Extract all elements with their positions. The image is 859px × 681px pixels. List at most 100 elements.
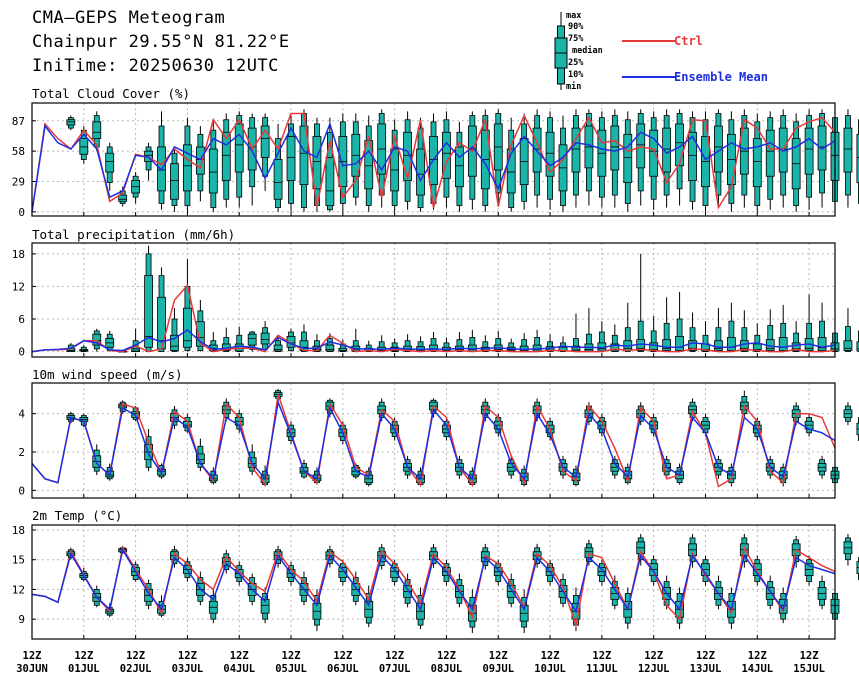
box-plot-54 (726, 302, 736, 352)
x-tick-hour: 12Z (126, 650, 145, 662)
panel-frame (31, 242, 836, 358)
box-plot-26 (364, 115, 374, 212)
panel-frame (31, 524, 836, 640)
box-inner (92, 333, 102, 346)
ctrl-legend-label: Ctrl (674, 34, 703, 48)
panel-wind: 0 2 4 (18, 382, 859, 499)
line-legend-swatches (622, 40, 676, 78)
ensemble-mean-line (31, 547, 836, 614)
panel-frame (31, 102, 836, 217)
x-tick-date: 10JUL (534, 663, 566, 675)
x-tick-date: 11JUL (586, 663, 618, 675)
legend-label-10pct: 10% (568, 70, 584, 80)
box-plot-28 (390, 119, 400, 212)
x-tick-date: 03JUL (172, 663, 204, 675)
box-inner (791, 342, 801, 352)
box-inner (752, 138, 762, 188)
x-tick-date: 07JUL (379, 663, 411, 675)
box-inner (183, 144, 192, 192)
box-plot-53 (714, 308, 723, 352)
box-inner (170, 334, 179, 351)
box-plot-4 (79, 345, 89, 352)
box-plot-32 (442, 111, 451, 208)
x-tick-date: 09JUL (482, 663, 514, 675)
box-plot-33 (455, 121, 464, 212)
box-plot-45 (610, 324, 620, 352)
box-inner (571, 127, 581, 173)
box-plot-61 (817, 575, 827, 610)
x-tick-hour: 12Z (800, 650, 819, 662)
ensemble-mean-line (31, 121, 836, 212)
box-plot-58 (778, 109, 788, 208)
location-label: Chainpur 29.55°N 81.22°E (32, 32, 290, 52)
ensemble-mean-line (31, 399, 836, 484)
box-inner (234, 343, 244, 352)
x-tick-date: 04JUL (223, 663, 255, 675)
box-inner (623, 133, 633, 183)
x-tick-date: 06JUL (327, 663, 359, 675)
box-plot-57 (765, 111, 775, 210)
box-outer (650, 330, 657, 352)
y-tick-label: 15 (12, 554, 25, 567)
x-tick-date: 15JUL (793, 663, 825, 675)
x-tick-hour: 12Z (282, 650, 301, 662)
box-inner (364, 140, 374, 190)
box-plot-51 (688, 533, 697, 568)
box-inner (416, 148, 425, 196)
x-tick-hour: 12Z (592, 650, 611, 662)
box-plot-45 (610, 109, 620, 208)
box-outer (456, 339, 463, 352)
panel-title-cloud: Total Cloud Cover (%) (32, 86, 191, 101)
box-inner (856, 341, 859, 352)
box-plot-21 (299, 324, 309, 352)
mean-legend-label: Ensemble Mean (674, 70, 768, 84)
x-tick-date: 08JUL (431, 663, 463, 675)
box-plot-48 (649, 111, 659, 210)
box-inner (856, 133, 859, 183)
box-outer (793, 332, 800, 352)
legend-label-max: max (566, 11, 581, 21)
x-tick-date: 12JUL (638, 663, 670, 675)
box-plot-40 (545, 111, 555, 210)
box-inner (843, 127, 853, 173)
box-inner (144, 275, 153, 348)
box-inner (131, 348, 141, 352)
box-plot-54 (726, 111, 736, 212)
box-plot-39 (532, 109, 542, 208)
box-plot-56 (752, 113, 762, 212)
box-plot-46 (623, 111, 633, 212)
y-tick-label: 12 (12, 280, 25, 293)
box-plot-38 (519, 589, 529, 634)
box-inner (726, 337, 736, 351)
box-plot-5 (92, 444, 102, 475)
y-tick-label: 6 (18, 313, 25, 326)
box-plot-12 (183, 259, 192, 352)
box-plot-51 (688, 312, 697, 352)
panel-title-temp: 2m Temp (°C) (32, 508, 123, 523)
x-tick-date: 01JUL (68, 663, 100, 675)
box-plot-20 (286, 328, 296, 352)
ctrl-line (31, 394, 836, 488)
box-plot-16 (234, 111, 244, 208)
legend-label-min: min (566, 81, 581, 92)
box-plot-20 (286, 115, 296, 212)
box-inner (610, 343, 620, 352)
box-inner (817, 125, 827, 171)
x-tick-date: 05JUL (275, 663, 307, 675)
box-plot-63 (843, 109, 853, 208)
box-inner (545, 131, 555, 177)
y-tick-label: 18 (12, 248, 25, 261)
x-tick-hour: 12Z (644, 650, 663, 662)
box-plot-50 (675, 109, 684, 206)
legend-label-median: median (572, 45, 603, 56)
box-plot-56 (752, 323, 762, 352)
y-tick-label: 12 (12, 583, 25, 596)
box-plot-6 (105, 142, 115, 191)
box-outer (845, 326, 851, 352)
box-outer (482, 341, 489, 352)
box-inner (662, 127, 672, 173)
box-inner (312, 136, 322, 190)
box-inner (455, 146, 464, 188)
box-inner (92, 121, 102, 139)
